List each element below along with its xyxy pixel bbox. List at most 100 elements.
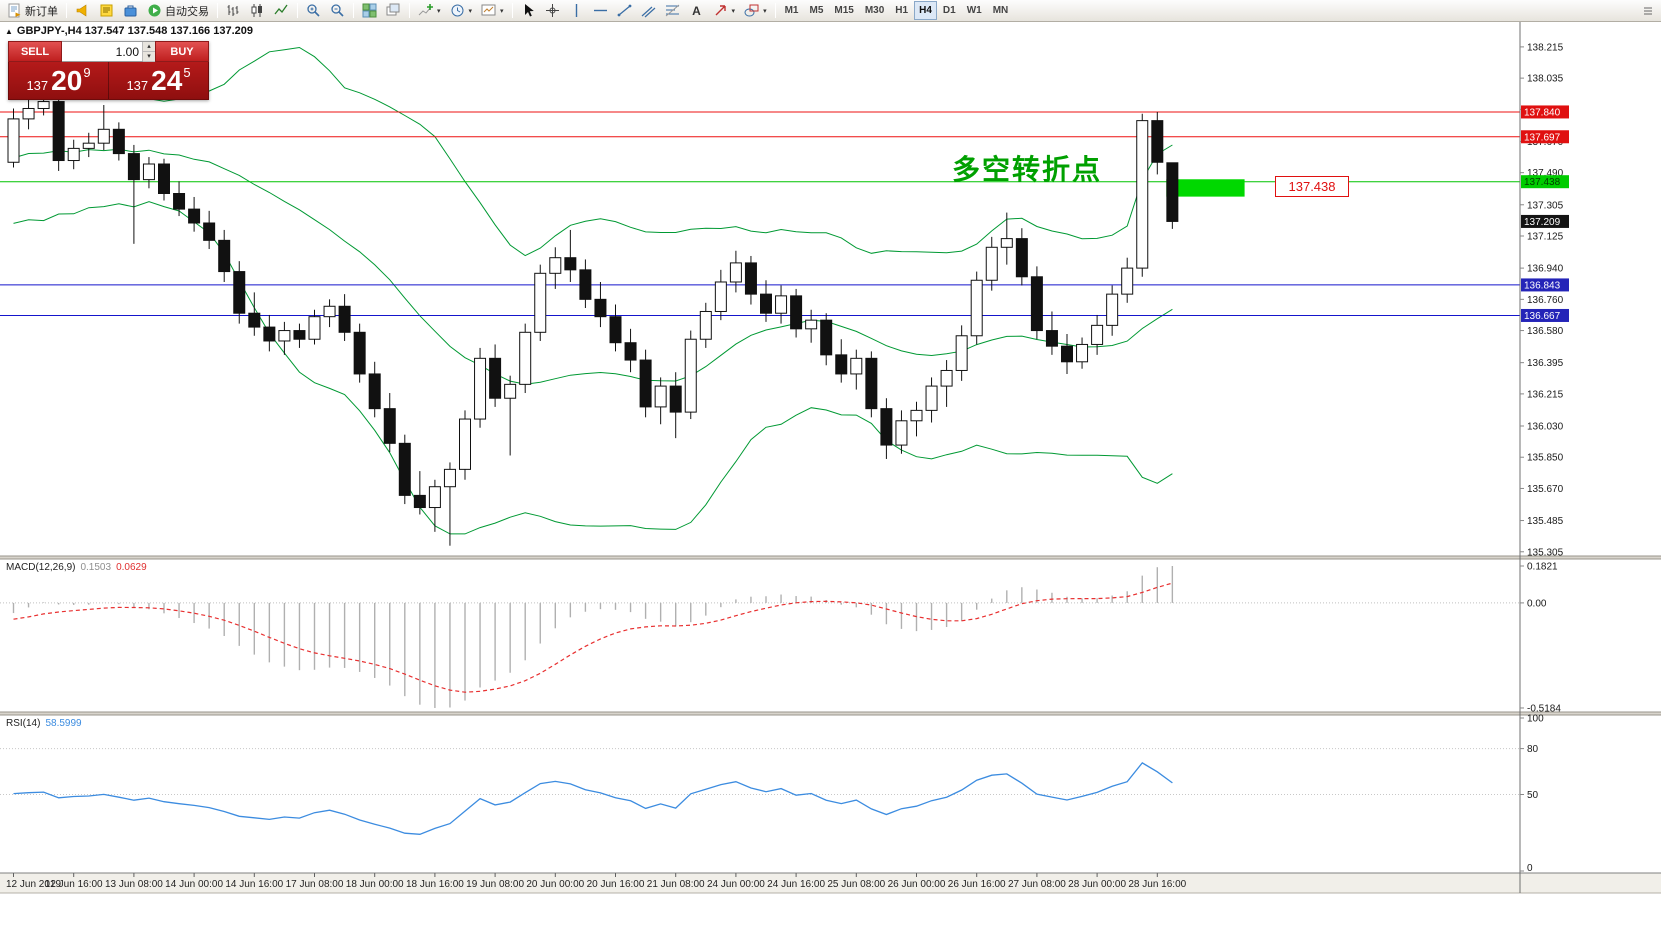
new-order-button[interactable]: 新订单 <box>3 1 62 20</box>
timeframe-m15-button[interactable]: M15 <box>829 1 858 20</box>
time-axis[interactable] <box>0 873 1661 893</box>
price-axis-label: 137.305 <box>1527 200 1564 211</box>
bar-chart-button[interactable] <box>222 1 245 20</box>
annotation-text-object[interactable]: 多空转折点 <box>952 154 1103 185</box>
caret-down-icon: ▾ <box>731 7 736 15</box>
price-axis[interactable] <box>1520 22 1661 873</box>
line-chart-button[interactable] <box>270 1 293 20</box>
bear-candle <box>158 163 170 195</box>
indicators-icon <box>418 3 433 18</box>
macd-axis-label: -0.5184 <box>1527 703 1561 714</box>
sell-price: 137 20 9 <box>9 62 108 99</box>
timeframe-h1-button-label: H1 <box>895 5 909 16</box>
indicators-button[interactable]: ▾ <box>414 1 445 20</box>
arrows-button[interactable]: ▾ <box>709 1 740 20</box>
panel-splitter[interactable] <box>0 556 1661 559</box>
timeframe-w1-button[interactable]: W1 <box>962 1 987 20</box>
toolbar: 新订单 自动交易 ▾ ▾ ▾ A ▾ ▾ M1 M5 M15 M30 H1 H4 D1 W1 MN <box>0 0 1661 22</box>
buy-button[interactable]: BUY <box>155 41 209 62</box>
bull-candle <box>1091 324 1104 345</box>
time-axis-label: 21 Jun 08:00 <box>647 879 705 890</box>
tile-windows-button[interactable] <box>358 1 381 20</box>
timeframe-d1-button[interactable]: D1 <box>938 1 961 20</box>
toolbar-overflow-button[interactable] <box>1638 1 1658 20</box>
clock-icon <box>450 3 465 18</box>
rsi-axis-label: 100 <box>1527 714 1544 725</box>
bear-candle <box>1151 120 1164 163</box>
bull-candle <box>37 101 50 109</box>
svg-text:A: A <box>692 4 701 18</box>
toolbar-separator <box>409 3 410 18</box>
alerts-button[interactable] <box>71 1 94 20</box>
fibonacci-button[interactable] <box>661 1 684 20</box>
text-icon: A <box>689 3 704 18</box>
arrow-icon <box>713 3 728 18</box>
text-button[interactable]: A <box>685 1 708 20</box>
zoom-out-button[interactable] <box>326 1 349 20</box>
bear-candle <box>218 239 231 273</box>
bear-candle <box>489 357 502 399</box>
price-tag-137.438 <box>1521 175 1569 189</box>
macd-panel-canvas[interactable] <box>0 559 1520 712</box>
bull-candle <box>308 316 321 340</box>
bear-candle <box>398 442 411 496</box>
candlestick-chart-button[interactable] <box>246 1 269 20</box>
autotrading-button[interactable]: 自动交易 <box>143 1 213 20</box>
timeframe-m5-button[interactable]: M5 <box>804 1 828 20</box>
volume-up-button[interactable]: ▴ <box>143 42 155 52</box>
template-icon <box>481 3 496 18</box>
line-chart-icon <box>274 3 289 18</box>
timeframe-m1-button[interactable]: M1 <box>780 1 804 20</box>
volume-input[interactable]: 1.00 ▴ ▾ <box>62 41 155 62</box>
shapes-button[interactable]: ▾ <box>740 1 771 20</box>
timeframe-m30-button[interactable]: M30 <box>860 1 889 20</box>
cursor-icon <box>521 3 536 18</box>
timeframe-mn-button[interactable]: MN <box>988 1 1014 20</box>
market-button[interactable] <box>119 1 142 20</box>
time-axis-label: 18 Jun 16:00 <box>406 879 464 890</box>
trendline-button[interactable] <box>613 1 636 20</box>
arrange-icon <box>386 3 401 18</box>
zoom-in-button[interactable] <box>302 1 325 20</box>
price-callout-label[interactable]: 137.438 <box>1275 176 1349 197</box>
time-axis-label: 26 Jun 16:00 <box>948 879 1006 890</box>
caret-down-icon: ▾ <box>500 7 504 15</box>
bull-candle <box>1106 293 1119 326</box>
vertical-line-button[interactable] <box>565 1 588 20</box>
bull-candle <box>970 279 983 337</box>
panel-splitter[interactable] <box>0 712 1661 715</box>
toolbar-separator <box>297 3 298 18</box>
collapse-icon[interactable]: ▲ <box>5 26 13 36</box>
new-order-icon <box>7 3 22 18</box>
periods-button[interactable]: ▾ <box>446 1 477 20</box>
sell-button[interactable]: SELL <box>8 41 62 62</box>
crosshair-button[interactable] <box>541 1 564 20</box>
timeframe-h4-button[interactable]: H4 <box>914 1 937 20</box>
time-axis-label: 18 Jun 00:00 <box>346 879 404 890</box>
metaeditor-button[interactable] <box>95 1 118 20</box>
chart-canvas[interactable] <box>0 22 1520 556</box>
time-axis-label: 12 Jun 16:00 <box>45 879 103 890</box>
market-icon <box>123 3 138 18</box>
volume-down-button[interactable]: ▾ <box>143 52 155 62</box>
horizontal-line-button[interactable] <box>589 1 612 20</box>
time-axis-label: 24 Jun 16:00 <box>767 879 825 890</box>
bear-candle <box>669 385 682 413</box>
rsi-label: RSI(14) 58.5999 <box>6 718 82 729</box>
templates-button[interactable]: ▾ <box>477 1 508 20</box>
timeframe-h1-button[interactable]: H1 <box>890 1 913 20</box>
bull-candle <box>775 295 788 314</box>
price-axis-label: 136.030 <box>1527 421 1564 432</box>
bear-candle <box>564 257 577 271</box>
price-tag-137.697 <box>1521 130 1569 144</box>
channel-button[interactable] <box>637 1 660 20</box>
cursor-button[interactable] <box>517 1 540 20</box>
cascade-windows-button[interactable] <box>382 1 405 20</box>
symbol-ohlc-line: ▲ GBPJPY-,H4 137.547 137.548 137.166 137… <box>5 25 253 37</box>
bull-candle <box>534 272 547 333</box>
buy-price-pips: 24 <box>151 64 183 96</box>
toolbar-separator <box>217 3 218 18</box>
volume-spinner: ▴ ▾ <box>142 42 155 62</box>
rectangle-object[interactable] <box>1166 179 1245 197</box>
